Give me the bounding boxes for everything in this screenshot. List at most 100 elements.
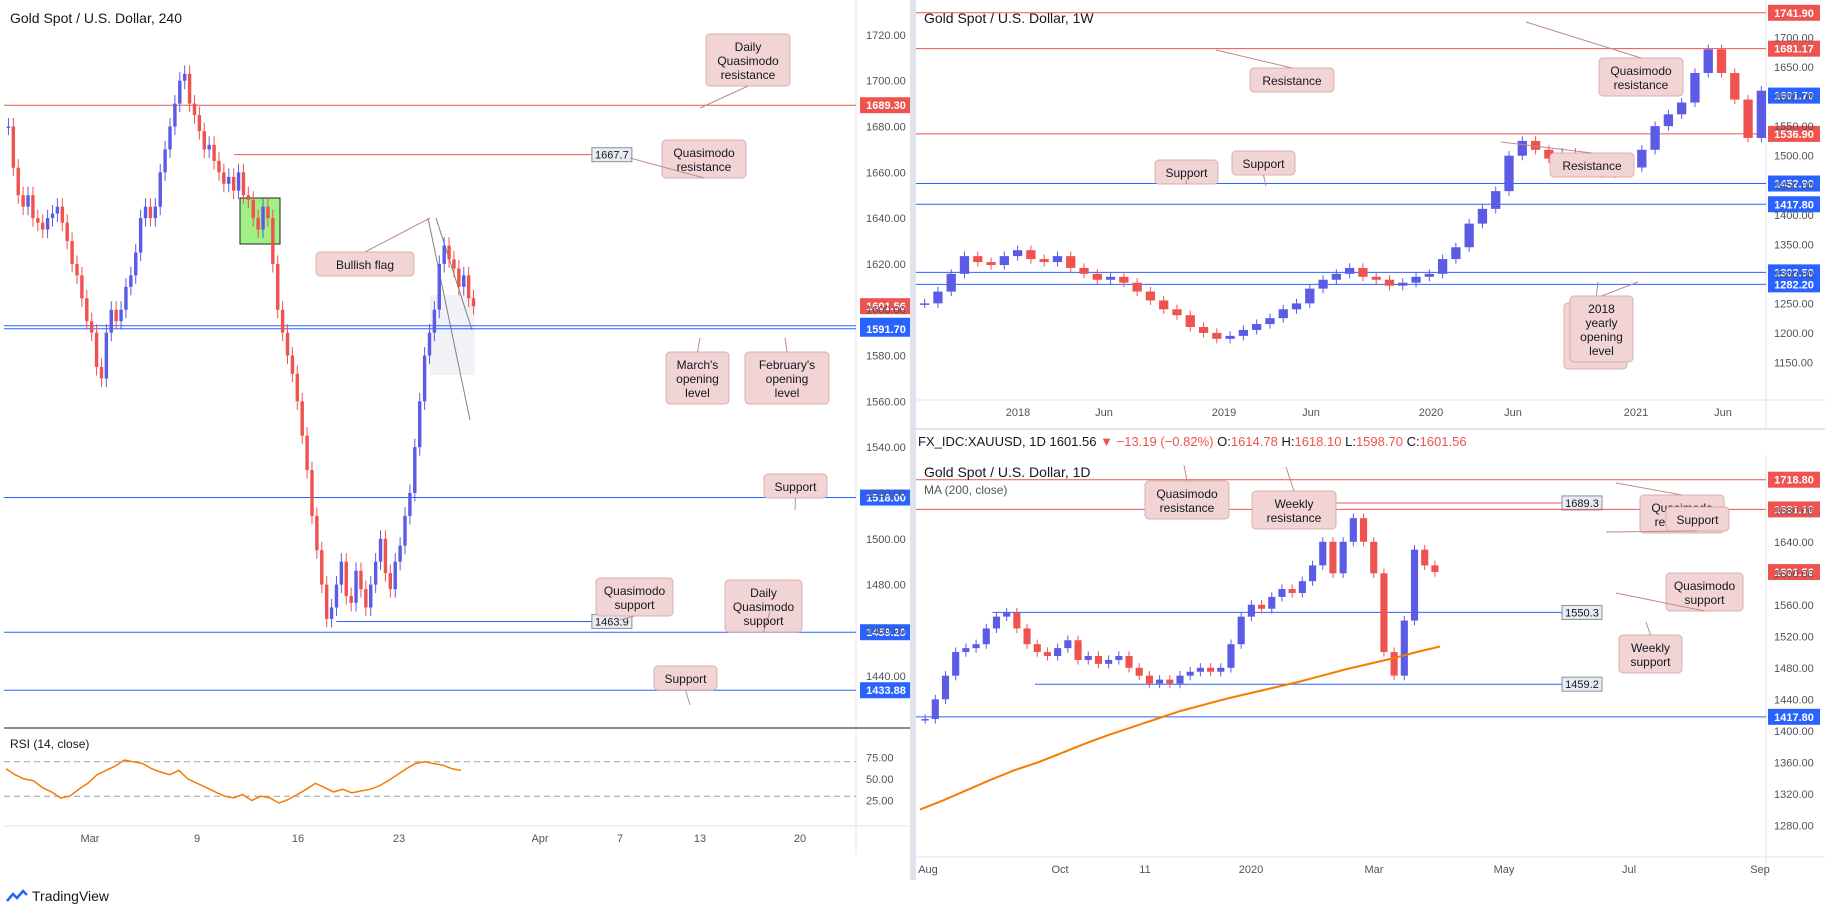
w1-candle-8 bbox=[1026, 250, 1036, 260]
w1-xtick-5: Jun bbox=[1504, 407, 1522, 419]
d1-candle-11 bbox=[1033, 644, 1041, 653]
h4-candle-83 bbox=[413, 447, 417, 493]
h4-candle-84 bbox=[417, 401, 422, 448]
d1-candle-36 bbox=[1288, 589, 1296, 593]
w1-callout-text-1-0: Quasimodo bbox=[1610, 64, 1672, 78]
h4-candle-73 bbox=[364, 589, 368, 608]
h4-ytick-3: 1660.00 bbox=[866, 167, 906, 179]
w1-ytick-9: 1250.00 bbox=[1774, 298, 1814, 310]
d1-callout-pointer-5 bbox=[1645, 621, 1651, 636]
h4-last-price-tag bbox=[860, 298, 910, 315]
d1-callout-pointer-0 bbox=[1183, 464, 1188, 482]
h4-callout-pointer-2 bbox=[364, 217, 431, 253]
panel-divider-vertical[interactable] bbox=[910, 0, 916, 880]
h4-callout-text-3-2: level bbox=[685, 386, 710, 400]
d1-candle-23 bbox=[1156, 679, 1164, 684]
w1-ytick-5: 1450.00 bbox=[1774, 180, 1814, 192]
h4-candle-26 bbox=[134, 252, 138, 276]
w1-candle-59 bbox=[1703, 49, 1713, 73]
d1-level-tag-1 bbox=[1561, 495, 1603, 511]
d1-callout-text-4-1: support bbox=[1684, 593, 1725, 607]
w1-candle-63 bbox=[1756, 90, 1767, 138]
w1-candle-24 bbox=[1238, 329, 1249, 336]
h4-candle-8 bbox=[45, 218, 50, 230]
d1-callout-pointer-3 bbox=[1605, 530, 1698, 533]
w1-callout-text-6-2: opening bbox=[1580, 330, 1623, 344]
rsi-ytick-0: 75.00 bbox=[866, 753, 894, 765]
h4-candle-77 bbox=[383, 538, 388, 574]
d1-candle-39 bbox=[1319, 541, 1327, 566]
w1-candle-17 bbox=[1145, 291, 1156, 301]
panel-divider-horizontal[interactable] bbox=[916, 428, 1825, 430]
h4-rsi: 75.00 50.00 25.00 bbox=[4, 753, 894, 808]
h4-candle-34 bbox=[173, 103, 177, 127]
d1-chart-svg[interactable]: 1718.801689.31681.101550.31459.21417.801… bbox=[916, 455, 1825, 880]
h4-candle-78 bbox=[388, 573, 393, 590]
h4-callout-pointer-4 bbox=[784, 337, 788, 353]
d1-chart-panel[interactable]: 1718.80 1689.3 1681.10 1550.3 1459.2 1417.80 1… bbox=[916, 455, 1825, 880]
h4-ytick-9: 1540.00 bbox=[866, 442, 906, 454]
d1-callout-text-1-1: resistance bbox=[1267, 511, 1322, 525]
d1-candle-30 bbox=[1227, 644, 1235, 668]
w1-candle-3 bbox=[959, 256, 970, 274]
d1-candle-46 bbox=[1390, 652, 1398, 676]
w1-candle-12 bbox=[1079, 267, 1089, 274]
w1-xtick-7: Jun bbox=[1714, 407, 1732, 419]
w1-ytick-8: 1300.00 bbox=[1774, 269, 1814, 281]
h4-chart-panel[interactable]: 1689.301667.71593.001591.701518.001463.9… bbox=[0, 0, 910, 855]
d1-level-label-5: 1417.80 bbox=[1774, 712, 1814, 724]
h4-candle-45 bbox=[227, 176, 231, 184]
d1-candle-40 bbox=[1329, 541, 1337, 574]
tradingview-brand[interactable]: TradingView bbox=[6, 888, 109, 904]
h4-callout-text-0-2: resistance bbox=[721, 68, 776, 82]
h4-candle-47 bbox=[236, 172, 241, 191]
ohlc-open: 1614.78 bbox=[1230, 434, 1278, 449]
h4-chart-svg[interactable]: 1689.301667.71593.001591.701518.001463.9… bbox=[0, 0, 910, 855]
tradingview-logo-icon bbox=[6, 889, 28, 902]
w1-candle-43 bbox=[1491, 191, 1501, 209]
w1-candle-19 bbox=[1172, 309, 1182, 316]
d1-candle-32 bbox=[1247, 604, 1255, 617]
ohlc-legend: FX_IDC:XAUUSD, 1D 1601.56 ▼ −13.19 (−0.8… bbox=[918, 434, 1467, 449]
h4-y-axis: 1720.00 1700.00 1680.00 1660.00 1640.00 1620.… bbox=[866, 30, 906, 683]
w1-callout-text-1-1: resistance bbox=[1614, 78, 1669, 92]
d1-last-price-label: 1601.56 bbox=[1774, 567, 1814, 579]
ohlc-last: 1601.56 bbox=[1049, 434, 1097, 449]
h4-candle-82 bbox=[408, 492, 412, 516]
d1-candle-24 bbox=[1166, 679, 1174, 684]
h4-callout-text-3-1: opening bbox=[676, 372, 719, 386]
ohlc-change: −13.19 (−0.82%) bbox=[1116, 434, 1214, 449]
h4-last-price-label: 1601.56 bbox=[866, 301, 906, 313]
h4-candle-48 bbox=[241, 172, 246, 196]
h4-candle-40 bbox=[202, 131, 206, 150]
d1-candle-20 bbox=[1125, 656, 1133, 668]
d1-callout-text-4-0: Quasimodo bbox=[1674, 579, 1736, 593]
h4-candle-5 bbox=[31, 195, 35, 219]
w1-xtick-0: 2018 bbox=[1006, 407, 1030, 419]
h4-xtick-7: 20 bbox=[794, 833, 806, 845]
h4-candle-53 bbox=[266, 206, 270, 219]
d1-candle-1 bbox=[931, 699, 939, 720]
d1-candle-15 bbox=[1074, 640, 1082, 660]
w1-chart-panel[interactable]: 1741.90 1681.17 1536.90 1452.90 1417.80 1302.… bbox=[916, 0, 1825, 428]
d1-candle-41 bbox=[1339, 541, 1347, 574]
w1-chart-svg[interactable]: 1741.901681.171536.901452.901417.801302.… bbox=[916, 0, 1825, 428]
h4-candle-11 bbox=[60, 206, 65, 223]
d1-candle-31 bbox=[1237, 616, 1245, 645]
d1-xtick-4: Mar bbox=[1365, 864, 1384, 876]
d1-candle-47 bbox=[1400, 620, 1408, 676]
h4-candle-36 bbox=[182, 73, 187, 81]
d1-candle-18 bbox=[1105, 659, 1113, 664]
d1-level-tag-0 bbox=[1768, 471, 1820, 488]
h4-ytick-13: 1460.00 bbox=[866, 625, 906, 637]
w1-last-price-label: 1601.70 bbox=[1774, 91, 1814, 103]
w1-candle-31 bbox=[1331, 273, 1342, 280]
w1-ytick-1: 1650.00 bbox=[1774, 62, 1814, 74]
h4-candle-4 bbox=[26, 195, 30, 207]
h4-candle-22 bbox=[114, 309, 118, 322]
d1-callout-text-1-0: Weekly bbox=[1274, 497, 1313, 511]
w1-candle-6 bbox=[999, 256, 1009, 265]
h4-callout-text-0-0: Daily bbox=[735, 40, 762, 54]
w1-chart-title: Gold Spot / U.S. Dollar, 1W bbox=[924, 10, 1094, 26]
h4-callout-text-5-0: Support bbox=[774, 480, 817, 494]
